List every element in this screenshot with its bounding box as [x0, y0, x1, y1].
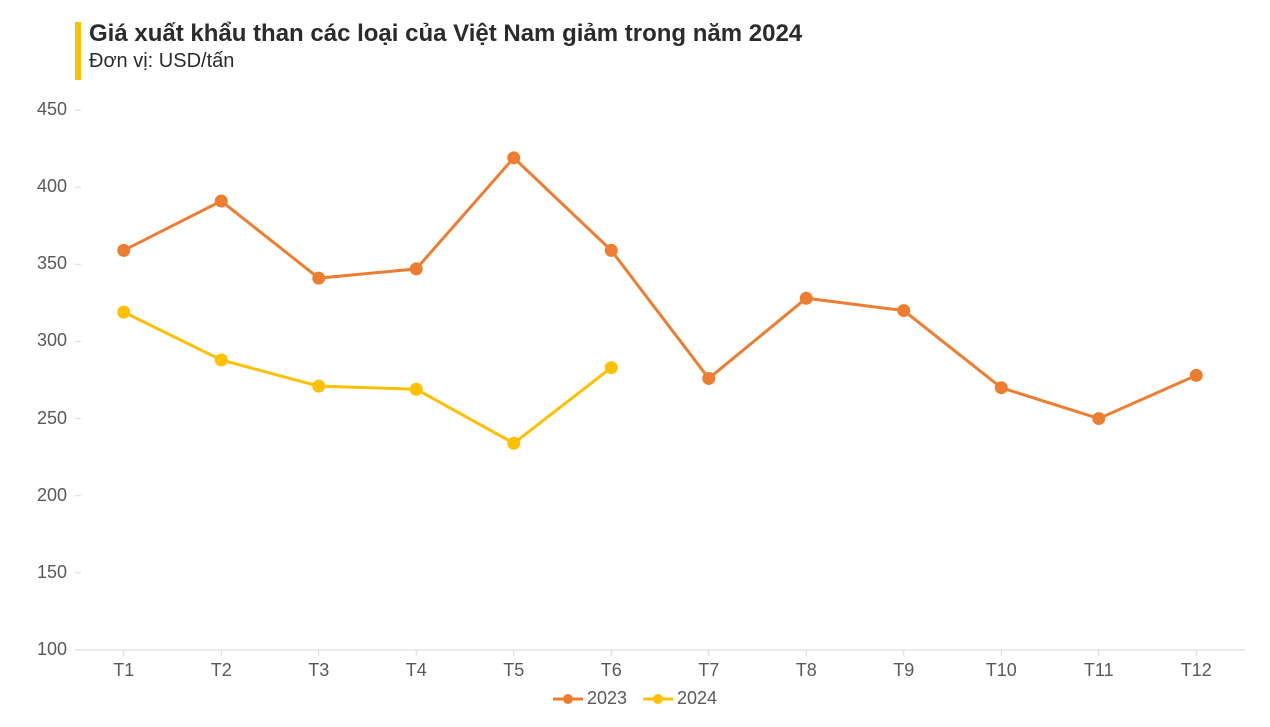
y-tick-label: 400 — [17, 176, 67, 197]
chart-title: Giá xuất khẩu than các loại của Việt Nam… — [89, 20, 802, 48]
legend-item: 2024 — [643, 688, 717, 709]
legend-swatch — [553, 692, 583, 706]
y-tick-label: 200 — [17, 485, 67, 506]
x-tick-label: T8 — [776, 660, 836, 681]
x-tick-label: T6 — [581, 660, 641, 681]
x-tick-label: T4 — [386, 660, 446, 681]
x-tick-label: T9 — [874, 660, 934, 681]
y-tick-label: 300 — [17, 330, 67, 351]
y-tick-label: 250 — [17, 408, 67, 429]
x-tick-label: T10 — [971, 660, 1031, 681]
x-tick-label: T12 — [1166, 660, 1226, 681]
legend: 2023 2024 — [0, 688, 1270, 711]
x-tick-label: T11 — [1069, 660, 1129, 681]
x-tick-label: T7 — [679, 660, 739, 681]
plot-svg — [75, 110, 1245, 650]
x-tick-label: T2 — [191, 660, 251, 681]
x-tick-label: T1 — [94, 660, 154, 681]
y-tick-label: 350 — [17, 253, 67, 274]
chart-subtitle: Đơn vị: USD/tấn — [89, 50, 802, 73]
y-tick-label: 100 — [17, 639, 67, 660]
legend-swatch — [643, 692, 673, 706]
y-tick-label: 150 — [17, 562, 67, 583]
x-tick-label: T5 — [484, 660, 544, 681]
title-block: Giá xuất khẩu than các loại của Việt Nam… — [75, 20, 802, 73]
legend-item: 2023 — [553, 688, 627, 709]
chart-container: Giá xuất khẩu than các loại của Việt Nam… — [0, 0, 1270, 727]
y-tick-label: 450 — [17, 99, 67, 120]
title-accent-bar — [75, 22, 81, 80]
legend-label: 2024 — [677, 688, 717, 709]
x-tick-label: T3 — [289, 660, 349, 681]
legend-label: 2023 — [587, 688, 627, 709]
